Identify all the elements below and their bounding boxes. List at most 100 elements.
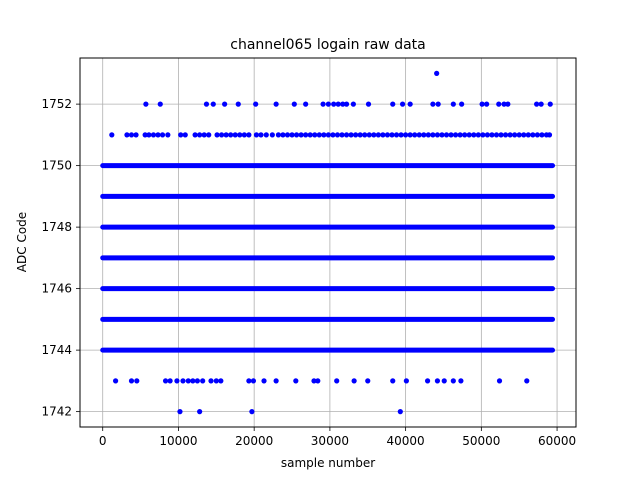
x-tick-label: 10000 [159, 434, 197, 448]
data-point [340, 101, 346, 107]
data-point [521, 132, 527, 138]
data-point [493, 132, 500, 138]
data-point [475, 132, 481, 138]
data-point [489, 132, 495, 138]
data-point [241, 132, 247, 138]
data-point [362, 132, 368, 138]
data-point [159, 132, 166, 138]
data-point [214, 132, 220, 138]
data-point [525, 132, 531, 138]
data-point [210, 101, 216, 107]
data-point [353, 132, 359, 138]
data-point [524, 378, 530, 384]
data-point [334, 132, 341, 138]
y-tick-label: 1742 [41, 405, 72, 419]
data-point [311, 378, 317, 384]
data-point [232, 132, 238, 138]
data-point [201, 132, 207, 138]
data-point [507, 132, 513, 138]
data-point [298, 132, 304, 138]
data-point [335, 101, 341, 107]
data-point [275, 132, 281, 138]
data-point [331, 101, 337, 107]
data-point [462, 132, 468, 138]
data-point [502, 132, 509, 138]
data-points [100, 70, 556, 415]
data-point [434, 132, 441, 138]
data-point [219, 132, 225, 138]
data-point [397, 409, 403, 415]
data-point [303, 101, 309, 107]
data-point [424, 378, 431, 384]
y-tick-label: 1748 [41, 220, 72, 234]
data-point [293, 378, 299, 384]
data-point [261, 378, 267, 384]
data-point [538, 101, 544, 107]
x-tick-label: 60000 [538, 434, 576, 448]
data-point [200, 378, 206, 384]
data-point [291, 101, 297, 107]
data-point [416, 132, 422, 138]
data-point [273, 101, 279, 107]
data-point [222, 101, 228, 107]
data-point [223, 132, 229, 138]
data-point [380, 132, 386, 138]
data-point [389, 132, 395, 138]
data-point [425, 132, 431, 138]
data-point [457, 132, 463, 138]
data-point [501, 101, 507, 107]
data-point [330, 132, 336, 138]
data-point [434, 378, 441, 384]
data-point [450, 378, 456, 384]
data-point [315, 378, 321, 384]
data-point [384, 132, 391, 138]
data-point [365, 378, 371, 384]
data-point [218, 378, 224, 384]
data-point [393, 132, 400, 138]
data-point [366, 132, 372, 138]
data-point [269, 132, 275, 138]
data-point [146, 132, 152, 138]
y-axis-label: ADC Code [15, 212, 29, 272]
data-point [539, 132, 545, 138]
data-point [443, 132, 450, 138]
data-point [421, 132, 427, 138]
data-point [434, 70, 440, 76]
x-tick-label: 40000 [387, 434, 425, 448]
data-point [325, 132, 331, 138]
y-tick-label: 1744 [41, 343, 72, 357]
data-point [185, 378, 191, 384]
data-point [194, 378, 200, 384]
data-point [398, 132, 404, 138]
data-point [365, 101, 372, 107]
data-point [128, 132, 135, 138]
data-point [348, 132, 354, 138]
y-tick-label: 1746 [41, 282, 72, 296]
data-point [334, 378, 340, 384]
data-point [407, 101, 413, 107]
data-point [112, 378, 119, 384]
data-point [530, 132, 536, 138]
data-point [203, 101, 210, 107]
data-point [316, 132, 322, 138]
data-point [450, 101, 456, 107]
data-point [325, 101, 331, 107]
data-point [439, 132, 445, 138]
data-point [237, 132, 243, 138]
x-axis-label: sample number [281, 456, 375, 470]
data-point [390, 101, 396, 107]
data-point [263, 132, 269, 138]
data-point [399, 101, 406, 107]
data-point [505, 101, 511, 107]
data-point [128, 378, 135, 384]
chart-title: channel065 logain raw data [230, 37, 425, 53]
data-point [124, 132, 130, 138]
plot-frame [79, 57, 577, 428]
data-point [339, 132, 345, 138]
data-point [165, 132, 171, 138]
data-point [496, 101, 502, 107]
data-point [430, 101, 436, 107]
x-tick-label: 30000 [311, 434, 349, 448]
